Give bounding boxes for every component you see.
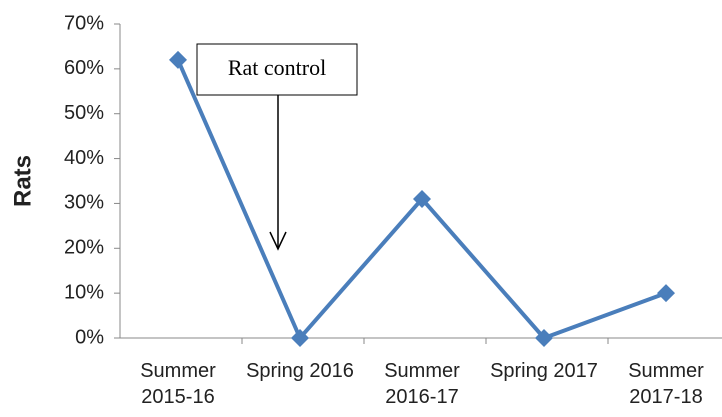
y-tick-label: 30%: [64, 192, 104, 214]
y-tick-label: 70%: [64, 12, 104, 34]
x-tick-label: Spring 2016: [246, 360, 354, 382]
x-tick-label: Spring 2017: [490, 360, 598, 382]
marker: [535, 329, 553, 347]
marker: [169, 50, 187, 69]
annotation-text: Rat control: [228, 55, 326, 80]
marker: [291, 329, 309, 347]
arrow-head: [269, 231, 287, 251]
y-tick-label: 40%: [64, 147, 104, 169]
x-tick-label: Summer 2016-17: [384, 360, 460, 408]
y-tick-label: 60%: [64, 57, 104, 79]
y-tick-label: 50%: [64, 102, 104, 124]
marker: [657, 284, 675, 303]
y-tick-label: 10%: [64, 281, 104, 303]
y-tick-label: 20%: [64, 237, 104, 259]
x-tick-label: Summer 2017-18: [628, 360, 704, 408]
marker: [413, 189, 431, 208]
y-tick-label: 0%: [75, 326, 104, 348]
annotation-box: [196, 43, 358, 96]
y-axis-label: Rats: [9, 155, 36, 207]
x-tick-label: Summer 2015-16: [140, 360, 216, 408]
